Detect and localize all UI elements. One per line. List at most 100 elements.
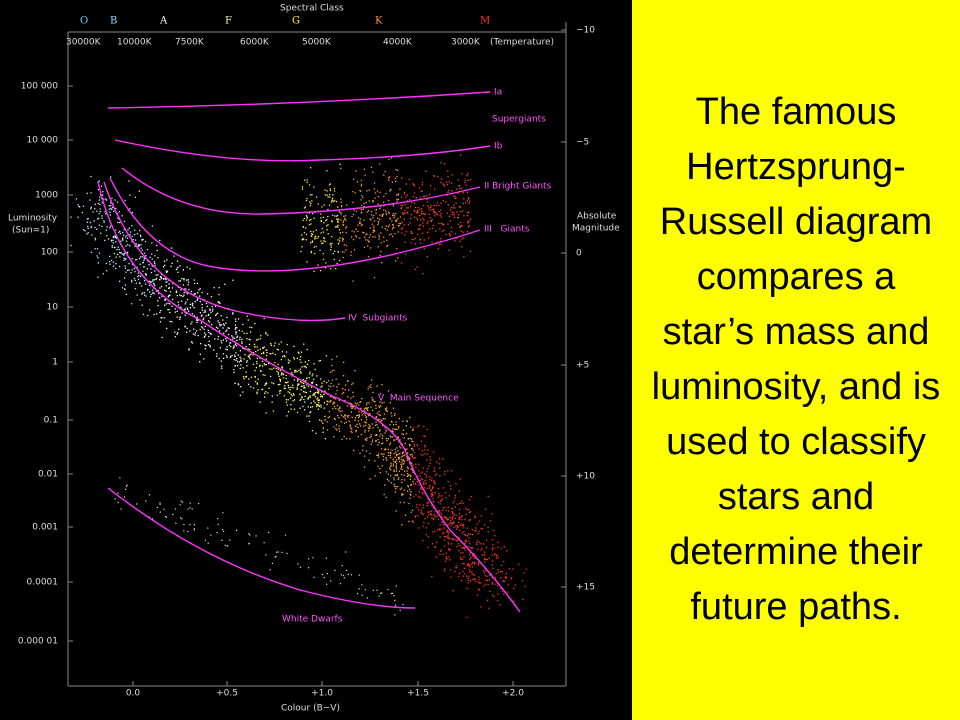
star-dot [450, 488, 452, 490]
star-dot [299, 407, 301, 409]
star-dot [396, 176, 398, 178]
star-dot [329, 196, 331, 198]
star-dot [320, 420, 323, 422]
star-dot [175, 290, 177, 292]
star-dot [497, 557, 500, 559]
star-dot [468, 543, 471, 545]
star-dot [338, 428, 340, 430]
star-dot [281, 367, 283, 369]
star-dot [411, 509, 414, 511]
star-dot [421, 471, 424, 473]
star-dot [332, 252, 334, 255]
star-dot [362, 208, 364, 210]
star-dot [419, 239, 421, 241]
star-dot [346, 569, 348, 571]
star-dot [433, 481, 435, 483]
star-dot [318, 399, 320, 401]
star-dot [156, 313, 158, 315]
star-dot [296, 387, 298, 389]
star-dot [354, 402, 356, 404]
star-dot [463, 256, 465, 258]
star-dot [446, 531, 448, 533]
star-dot [311, 193, 313, 196]
star-dot [455, 567, 457, 569]
star-dot [377, 426, 379, 429]
star-dot [446, 519, 449, 521]
star-dot [218, 301, 220, 303]
star-dot [388, 158, 390, 161]
star-dot [451, 523, 454, 525]
star-dot [426, 453, 428, 455]
star-dot [243, 378, 245, 380]
star-dot [372, 229, 375, 231]
star-dot [168, 283, 170, 285]
star-dot [240, 360, 242, 362]
star-dot [179, 280, 182, 282]
star-dot [317, 390, 320, 392]
star-dot [101, 215, 103, 217]
star-dot [96, 218, 99, 220]
star-dot [282, 373, 284, 375]
star-dot [347, 380, 349, 382]
star-dot [127, 269, 129, 271]
star-dot [452, 502, 454, 504]
star-dot [400, 196, 403, 198]
star-dot [302, 405, 304, 408]
star-dot [110, 239, 113, 241]
star-dot [319, 419, 321, 421]
star-dot [262, 347, 264, 349]
star-dot [446, 194, 448, 196]
star-dot [424, 446, 426, 448]
star-dot [153, 261, 155, 263]
star-dot [416, 444, 418, 446]
star-dot [94, 226, 96, 229]
star-dot [371, 409, 374, 412]
star-dot [451, 207, 453, 209]
star-dot [410, 484, 413, 486]
star-dot [177, 332, 179, 334]
star-dot [419, 208, 421, 211]
star-dot [149, 280, 151, 283]
star-dot [386, 229, 388, 231]
star-dot [365, 439, 367, 441]
star-dot [432, 497, 434, 500]
star-dot [345, 421, 348, 423]
star-dot [314, 368, 316, 371]
star-dot [477, 581, 479, 583]
star-dot [448, 556, 450, 558]
star-dot [330, 385, 332, 388]
star-dot [410, 476, 412, 478]
star-dot [466, 527, 469, 529]
star-dot [207, 314, 209, 316]
star-dot [408, 443, 411, 446]
star-dot [373, 227, 375, 229]
star-dot [325, 262, 327, 264]
star-dot [308, 184, 311, 186]
star-dot [445, 516, 447, 518]
star-dot [461, 558, 464, 560]
star-dot [424, 444, 426, 447]
star-dot [127, 244, 129, 246]
star-dot [471, 566, 474, 568]
star-dot [501, 571, 503, 573]
star-dot [214, 305, 217, 307]
star-dot [179, 318, 181, 321]
star-dot [464, 543, 466, 545]
star-dot [78, 206, 80, 208]
star-dot [399, 456, 401, 458]
star-dot [336, 214, 339, 217]
star-dot [399, 223, 402, 225]
spectral-class: B [110, 16, 117, 27]
star-dot [401, 211, 404, 214]
star-dot [261, 365, 264, 367]
star-dot [463, 567, 466, 569]
star-dot [335, 393, 337, 395]
star-dot [474, 578, 476, 580]
star-dot [165, 516, 168, 518]
star-dot [338, 417, 340, 419]
star-dot [460, 516, 462, 518]
star-dot [250, 386, 252, 388]
star-dot [181, 278, 183, 280]
star-dot [455, 564, 457, 567]
star-dot [447, 532, 450, 535]
